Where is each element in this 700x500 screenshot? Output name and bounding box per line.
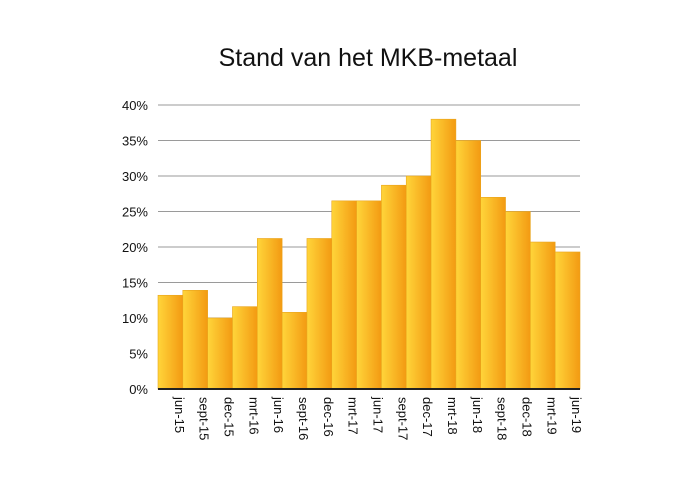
bar (207, 317, 233, 390)
x-tick-label: sept-16 (296, 397, 311, 440)
y-tick-label: 5% (129, 347, 148, 362)
x-tick-label: sept-17 (395, 397, 410, 440)
x-tick-label: jun-17 (371, 396, 386, 433)
y-tick-label: 0% (129, 382, 148, 397)
y-tick-label: 30% (122, 169, 148, 184)
y-tick-label: 15% (122, 276, 148, 291)
bar (430, 118, 457, 390)
bar (530, 241, 556, 390)
y-tick-label: 35% (122, 134, 148, 149)
y-tick-label: 40% (122, 98, 148, 113)
x-tick-label: mrt-19 (544, 397, 559, 435)
bar (554, 251, 581, 390)
x-tick-label: jun-18 (470, 396, 485, 433)
x-tick-label: mrt-17 (346, 397, 361, 435)
x-tick-label: jun-16 (271, 396, 286, 433)
x-tick-label: dec-17 (420, 397, 435, 437)
x-tick-label: mrt-16 (246, 397, 261, 435)
bar (256, 238, 283, 390)
y-axis-ticks: 0% 5% 10% 15% 20% 25% 30% 35% 40% (122, 98, 148, 397)
bar (480, 197, 506, 390)
bar (306, 238, 333, 390)
bar (381, 184, 407, 390)
bar (331, 200, 357, 390)
x-tick-label: jun-15 (172, 396, 187, 433)
bars (157, 118, 581, 390)
x-tick-label: sept-15 (197, 397, 212, 440)
bar (182, 290, 208, 390)
bar (281, 312, 308, 390)
bar (232, 306, 258, 390)
x-tick-label: jun-19 (569, 396, 584, 433)
bar (356, 200, 382, 390)
x-tick-label: dec-15 (222, 397, 237, 437)
x-tick-label: dec-16 (321, 397, 336, 437)
chart-title: Stand van het MKB-metaal (218, 44, 518, 72)
bar (157, 294, 184, 390)
y-tick-label: 20% (122, 240, 148, 255)
bar (405, 175, 432, 390)
x-axis-ticks: jun-15 sept-15 dec-15 mrt-16 jun-16 sept-16 de… (172, 396, 584, 440)
y-tick-label: 10% (122, 311, 148, 326)
bar (505, 211, 531, 390)
x-tick-label: sept-18 (495, 397, 510, 440)
x-tick-label: mrt-18 (445, 397, 460, 435)
bar (455, 140, 482, 390)
x-tick-label: dec-18 (519, 397, 534, 437)
y-tick-label: 25% (122, 205, 148, 220)
